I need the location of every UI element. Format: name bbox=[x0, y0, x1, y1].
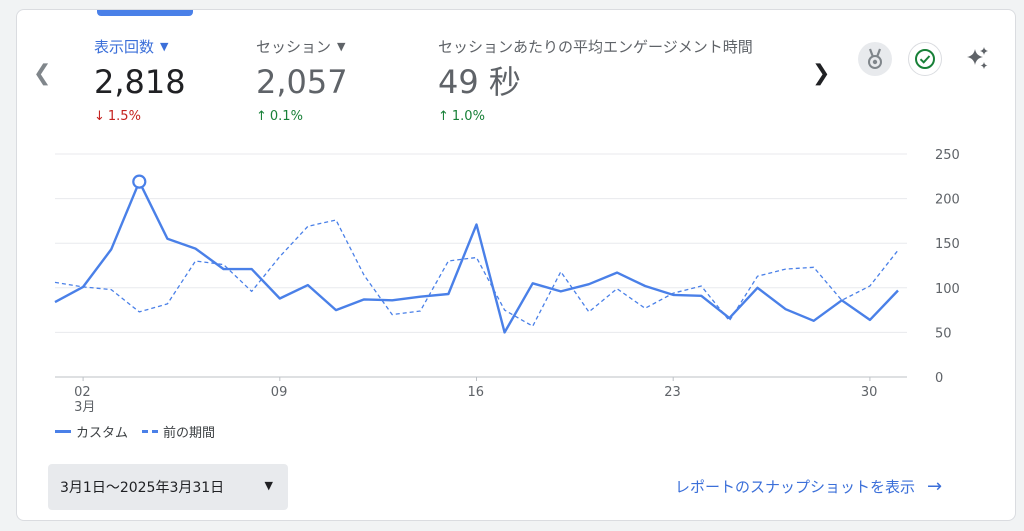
metric-sessions-value: 2,057 bbox=[256, 63, 348, 101]
view-snapshot-link[interactable]: レポートのスナップショットを表示 → bbox=[675, 476, 942, 497]
arrow-right-icon: → bbox=[927, 476, 943, 497]
award-medal-icon[interactable] bbox=[858, 42, 892, 76]
metric-engagement-time-change: ↑ 1.0% bbox=[438, 109, 485, 124]
arrow-up-icon: ↑ bbox=[438, 109, 449, 124]
x-tick-label: 16 bbox=[468, 385, 485, 400]
x-tick-label: 30 bbox=[861, 385, 878, 400]
legend-dashed-swatch bbox=[142, 430, 159, 433]
metric-pageviews-value: 2,818 bbox=[94, 63, 186, 101]
sparkle-icon[interactable] bbox=[961, 42, 995, 76]
date-range-label: 3月1日〜2025年3月31日 bbox=[60, 480, 225, 496]
caret-down-icon: ▼ bbox=[160, 40, 169, 53]
y-tick-label: 50 bbox=[935, 326, 952, 341]
x-tick-label: 23 bbox=[664, 385, 681, 400]
legend-current-label: カスタム bbox=[76, 426, 129, 441]
caret-down-icon: ▼ bbox=[337, 40, 346, 53]
y-tick-label: 150 bbox=[935, 237, 960, 252]
date-range-dropdown[interactable]: 3月1日〜2025年3月31日 ▼ bbox=[48, 464, 288, 510]
caret-down-icon: ▼ bbox=[264, 479, 273, 492]
y-tick-label: 250 bbox=[935, 148, 960, 163]
x-tick-label: 09 bbox=[271, 385, 288, 400]
metric-engagement-time[interactable]: セッションあたりの平均エンゲージメント時間 49 秒 ↑ 1.0% bbox=[438, 36, 810, 124]
view-snapshot-label: レポートのスナップショットを表示 bbox=[675, 478, 916, 496]
series-line-current bbox=[54, 180, 899, 334]
active-metric-indicator bbox=[97, 10, 193, 16]
metric-sessions[interactable]: セッション ▼ 2,057 ↑ 0.1% bbox=[256, 36, 416, 124]
report-card: ❮ 表示回数 ▼ 2,818 ↓ 1.5% セッション ▼ 2,057 ↑ 0.1% セ… bbox=[16, 9, 1016, 521]
metric-pageviews[interactable]: 表示回数 ▼ 2,818 ↓ 1.5% bbox=[94, 36, 234, 124]
chart-legend: カスタム 前の期間 bbox=[55, 422, 215, 441]
legend-previous-label: 前の期間 bbox=[163, 426, 216, 441]
highlight-point bbox=[132, 174, 147, 189]
arrow-up-icon: ↑ bbox=[256, 109, 267, 124]
x-tick-sublabel: 3月 bbox=[74, 400, 95, 415]
legend-solid-swatch bbox=[55, 430, 71, 433]
y-tick-label: 0 bbox=[935, 371, 943, 386]
y-tick-label: 200 bbox=[935, 193, 960, 208]
y-tick-label: 100 bbox=[935, 282, 960, 297]
metric-sessions-change: ↑ 0.1% bbox=[256, 109, 303, 124]
metric-sessions-label[interactable]: セッション ▼ bbox=[256, 38, 346, 56]
chevron-left-icon[interactable]: ❮ bbox=[33, 61, 52, 86]
series-line-previous-period bbox=[54, 219, 899, 327]
x-tick-label: 02 bbox=[74, 385, 91, 400]
check-circle-icon[interactable] bbox=[908, 42, 942, 76]
metric-engagement-time-value: 49 秒 bbox=[438, 63, 521, 101]
chevron-right-icon[interactable]: ❯ bbox=[812, 61, 831, 86]
arrow-down-icon: ↓ bbox=[94, 109, 105, 124]
metric-pageviews-change: ↓ 1.5% bbox=[94, 109, 141, 124]
metric-pageviews-label[interactable]: 表示回数 ▼ bbox=[94, 38, 169, 56]
metric-engagement-time-label[interactable]: セッションあたりの平均エンゲージメント時間 bbox=[438, 38, 753, 56]
